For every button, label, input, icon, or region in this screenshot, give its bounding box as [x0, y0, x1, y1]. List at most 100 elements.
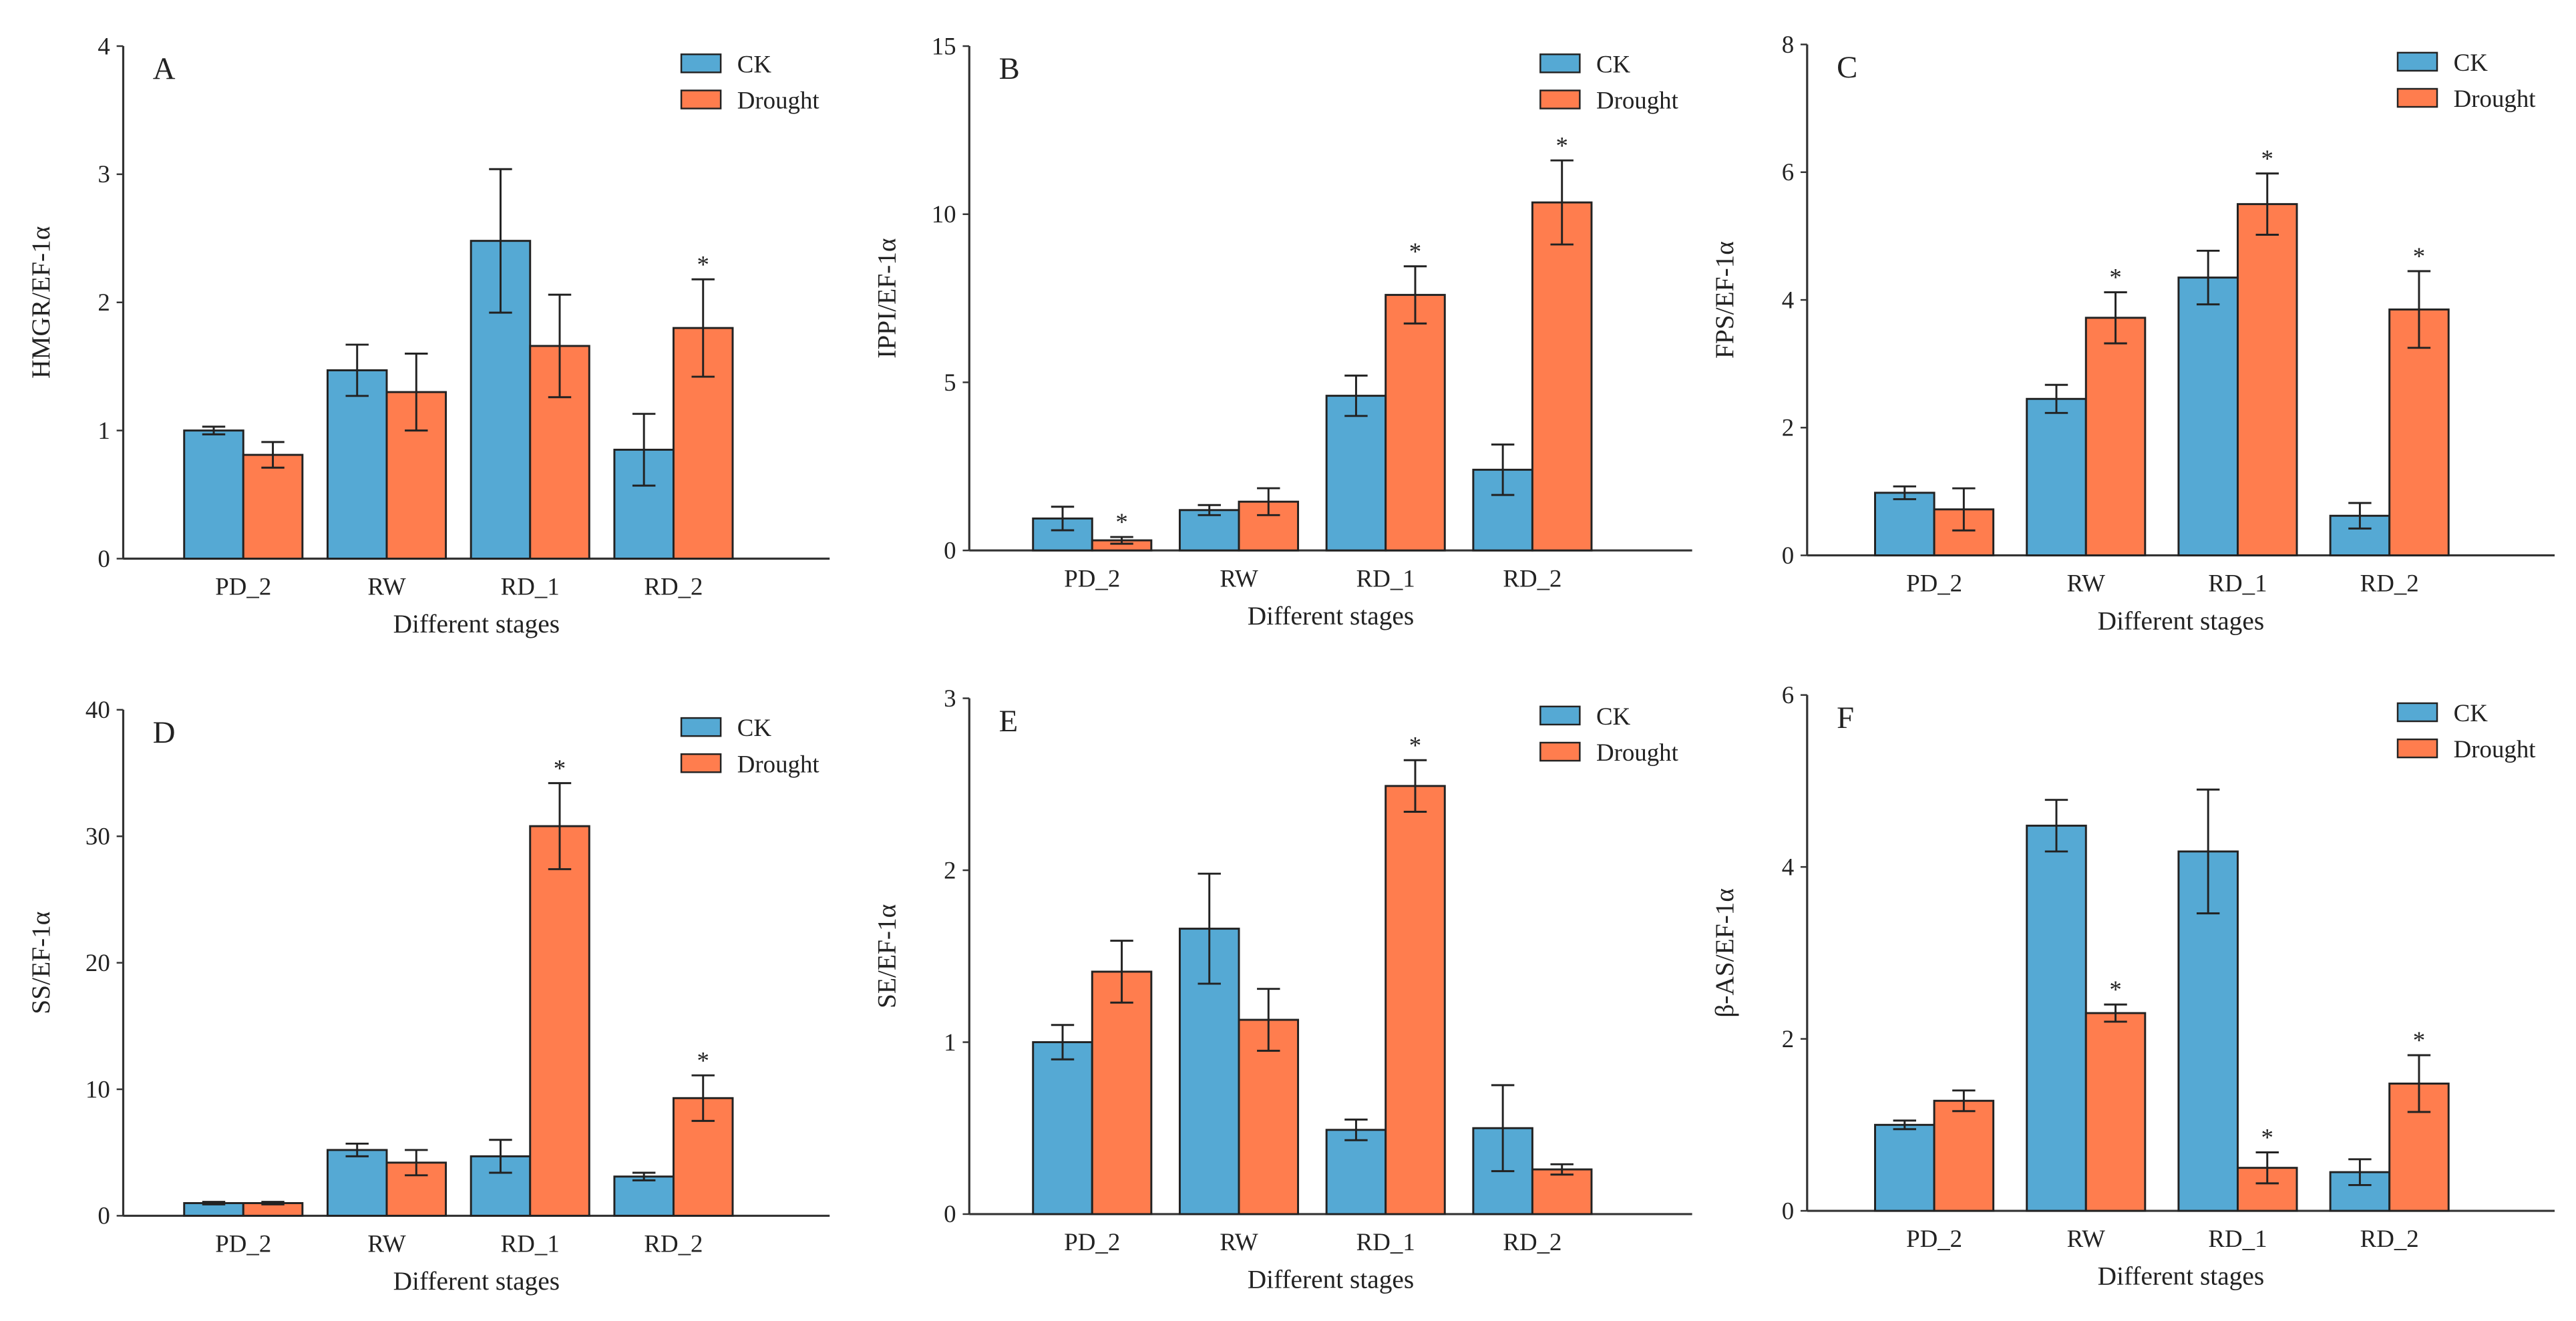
legend-label-drought: Drought — [737, 87, 820, 114]
x-tick-label: RD_2 — [1503, 564, 1561, 592]
bar-ck — [1874, 492, 1936, 557]
bar-ck — [1874, 1123, 1936, 1212]
x-tick-label: PD_2 — [1906, 570, 1962, 597]
bar-ck — [2026, 397, 2087, 557]
x-tick-label: RD_2 — [2360, 1225, 2419, 1252]
y-tick-label: 3 — [944, 685, 956, 712]
legend-label-drought: Drought — [1596, 87, 1679, 114]
x-tick-label: RD_2 — [1503, 1228, 1561, 1256]
y-tick-label: 6 — [1782, 681, 1794, 709]
legend-label-ck: CK — [2454, 699, 2489, 727]
x-tick-label: RD_2 — [644, 1230, 703, 1258]
x-axis-label: Different stages — [1248, 1265, 1414, 1294]
y-tick-label: 2 — [944, 856, 956, 884]
significance-mark: * — [2261, 145, 2273, 172]
bar-ck — [1325, 1129, 1387, 1215]
y-tick-label: 2 — [98, 289, 110, 316]
bar-ck — [326, 369, 388, 560]
significance-mark: * — [697, 250, 709, 278]
y-tick-label: 30 — [85, 823, 110, 850]
significance-mark: * — [2109, 264, 2121, 291]
bar-drought — [242, 453, 304, 560]
legend-swatch-drought — [680, 89, 722, 110]
significance-mark: * — [1555, 132, 1568, 159]
bar-ck — [1032, 1041, 1093, 1215]
bar-drought — [529, 825, 590, 1217]
bar-drought — [1091, 970, 1153, 1215]
x-axis-label: Different stages — [393, 609, 560, 638]
y-tick-label: 40 — [85, 696, 110, 723]
significance-mark: * — [554, 755, 566, 782]
legend-swatch-ck — [2396, 51, 2438, 72]
bar-drought — [1933, 1099, 1995, 1212]
significance-mark: * — [2413, 1026, 2425, 1054]
legend-label-ck: CK — [737, 714, 772, 741]
y-tick-label: 4 — [1782, 286, 1794, 313]
x-tick-label: PD_2 — [215, 1230, 271, 1258]
y-tick-label: 2 — [1782, 414, 1794, 441]
y-axis-label: SE/EF-1α — [872, 904, 902, 1008]
bar-drought — [1238, 1018, 1300, 1215]
y-tick-label: 5 — [944, 369, 956, 396]
panel-d: 0 10 20 30 40 D SS/EF-1α Different stages PD_2 RW… — [26, 696, 830, 1296]
panel-letter: A — [153, 51, 176, 86]
legend-label-drought: Drought — [2454, 735, 2537, 763]
bar-ck — [326, 1149, 388, 1217]
legend-label-drought: Drought — [1596, 739, 1679, 766]
x-tick-label: PD_2 — [1906, 1225, 1962, 1252]
significance-mark: * — [697, 1047, 709, 1074]
y-tick-label: 0 — [1782, 542, 1794, 569]
x-tick-label: RW — [367, 573, 406, 600]
x-axis-label: Different stages — [393, 1266, 560, 1296]
y-axis-label: SS/EF-1α — [26, 912, 55, 1014]
y-tick-label: 1 — [944, 1028, 956, 1056]
y-tick-label: 0 — [98, 1202, 110, 1230]
bar-drought — [385, 391, 447, 560]
y-tick-label: 4 — [98, 32, 110, 59]
legend-swatch-drought — [1539, 741, 1581, 762]
bar-drought — [2236, 203, 2298, 557]
y-axis-label: HMGR/EF-1α — [26, 226, 55, 379]
y-tick-label: 2 — [1782, 1025, 1794, 1053]
bar-drought — [2084, 317, 2147, 557]
bar-ck — [613, 1175, 675, 1217]
y-tick-label: 0 — [944, 1200, 956, 1228]
bar-ck — [2177, 276, 2239, 557]
legend-label-ck: CK — [737, 50, 772, 77]
panel-b: 0 5 10 15 B IPPI/EF-1α Different stages PD_2 * RW… — [872, 32, 1692, 630]
y-tick-label: 10 — [85, 1075, 110, 1103]
x-tick-label: RW — [2067, 1225, 2106, 1252]
x-tick-label: RD_1 — [2208, 1225, 2267, 1252]
bar-ck — [1325, 395, 1387, 552]
legend-label-drought: Drought — [2454, 85, 2537, 112]
x-axis-label: Different stages — [2098, 1262, 2264, 1291]
bar-drought — [2388, 308, 2450, 557]
y-axis-label: IPPI/EF-1α — [872, 238, 902, 359]
x-tick-label: PD_2 — [215, 573, 271, 600]
legend-swatch-drought — [680, 753, 722, 773]
legend-swatch-ck — [1539, 53, 1581, 73]
panel-a: 0 1 2 3 4 A HMGR/EF-1α Different stages PD_2 RW RD… — [26, 32, 830, 638]
bar-drought — [2084, 1012, 2147, 1212]
legend-swatch-ck — [680, 717, 722, 737]
x-axis-label: Different stages — [1248, 601, 1414, 630]
y-tick-label: 0 — [1782, 1197, 1794, 1224]
y-tick-label: 8 — [1782, 31, 1794, 58]
significance-mark: * — [2261, 1124, 2273, 1151]
bar-drought — [1385, 785, 1446, 1215]
y-axis-label: FPS/EF-1α — [1710, 241, 1739, 359]
x-tick-label: RD_2 — [2360, 570, 2419, 597]
legend-swatch-drought — [2396, 87, 2438, 108]
panel-letter: B — [999, 51, 1020, 86]
legend-label-drought: Drought — [737, 750, 820, 777]
panel-f: 0 2 4 6 Fβ-AS/EF-1α Different stages PD_2 RW * RD… — [1710, 681, 2555, 1291]
bar-ck — [183, 429, 244, 560]
y-tick-label: 6 — [1782, 158, 1794, 186]
y-tick-label: 0 — [98, 545, 110, 572]
y-tick-label: 1 — [98, 417, 110, 444]
significance-mark: * — [1409, 238, 1421, 265]
x-tick-label: RD_1 — [1356, 564, 1415, 592]
legend-swatch-drought — [2396, 738, 2438, 759]
panel-letter: D — [153, 715, 176, 750]
x-tick-label: RD_1 — [501, 1230, 560, 1258]
